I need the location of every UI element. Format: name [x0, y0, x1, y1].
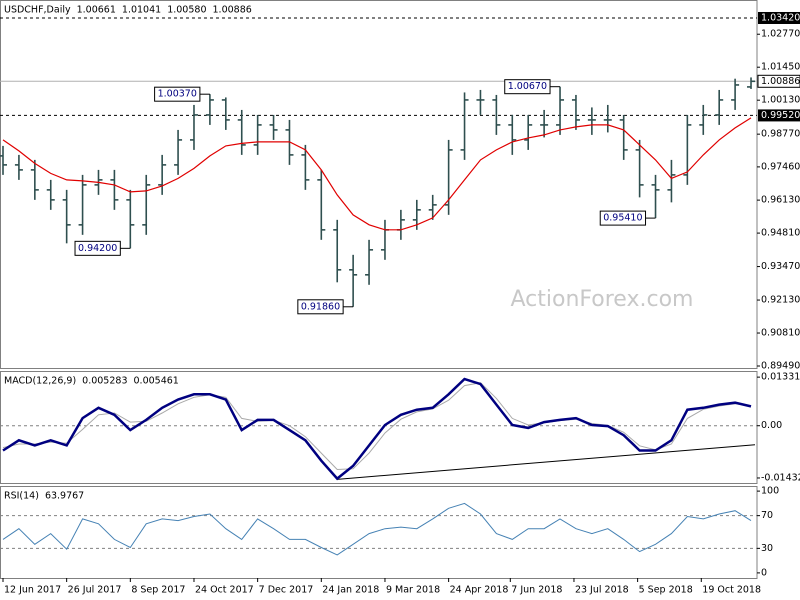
- header-value: 1.01041: [122, 5, 161, 16]
- header-value: 1.00661: [77, 5, 116, 16]
- x-tick-label: 8 Sep 2017: [131, 585, 185, 596]
- y-tick-label: -0.014323: [761, 472, 800, 483]
- header-value: 0.005283: [82, 376, 127, 387]
- panel-title: RSI(14): [4, 491, 39, 502]
- level-label: 1.03420: [761, 12, 800, 23]
- panel-frame: [0, 0, 758, 369]
- last-price-label: 1.00886: [761, 76, 800, 87]
- x-tick-label: 24 Oct 2017: [195, 585, 254, 596]
- y-tick-label: 0.93470: [761, 261, 800, 272]
- y-tick-label: 0.97460: [761, 161, 800, 172]
- last-price-box: [757, 74, 800, 88]
- panel-title: MACD(12,26,9): [4, 376, 76, 387]
- panel-title: USDCHF,Daily: [4, 5, 71, 16]
- y-tick-label: 1.00130: [761, 95, 800, 106]
- x-tick-label: 7 Jun 2018: [511, 585, 562, 596]
- y-tick-label: 100: [761, 486, 779, 497]
- series-line: [2, 382, 752, 471]
- annotation-label: 0.95410: [603, 213, 642, 224]
- x-tick-label: 23 Jul 2018: [575, 585, 629, 596]
- panel-frame: [0, 371, 758, 484]
- series-line: [2, 377, 752, 481]
- x-tick-label: 26 Jul 2017: [68, 585, 122, 596]
- x-tick-label: 24 Jan 2018: [322, 585, 379, 596]
- annotation-label: 0.94200: [78, 243, 117, 254]
- x-tick-label: 19 Oct 2018: [702, 585, 761, 596]
- y-tick-label: 0.89490: [761, 361, 800, 372]
- y-tick-label: 0.92130: [761, 295, 800, 306]
- y-tick-label: 1.02770: [761, 29, 800, 40]
- y-tick-label: 70: [761, 510, 773, 521]
- header-value: 0.005461: [134, 376, 179, 387]
- panel-frame: [0, 486, 758, 579]
- y-tick-label: 30: [761, 543, 773, 554]
- y-tick-label: 0.94810: [761, 228, 800, 239]
- y-tick-label: 0.013319: [761, 372, 800, 383]
- x-tick-label: 24 Apr 2018: [450, 585, 509, 596]
- annotation-label: 1.00370: [158, 89, 197, 100]
- annotation-label: 1.00670: [508, 81, 547, 92]
- x-tick-label: 7 Dec 2017: [259, 585, 314, 596]
- x-tick-label: 5 Sep 2018: [639, 585, 693, 596]
- y-tick-label: 0.98770: [761, 129, 800, 140]
- y-tick-label: 1.01450: [761, 62, 800, 73]
- moving-average: [2, 117, 752, 231]
- watermark: ActionForex.com: [511, 287, 694, 312]
- trendline: [337, 444, 756, 480]
- x-tick-label: 9 Mar 2018: [386, 585, 440, 596]
- x-tick-label: 12 Jun 2017: [4, 585, 61, 596]
- level-label: 0.99520: [761, 110, 800, 121]
- header-value: 1.00886: [213, 5, 252, 16]
- level-box: [758, 109, 800, 122]
- y-tick-label: 0.00: [761, 420, 782, 431]
- y-tick-label: 0.90810: [761, 328, 800, 339]
- level-box: [758, 11, 800, 24]
- header-value: 1.00580: [167, 5, 206, 16]
- y-tick-label: 0: [761, 567, 767, 578]
- annotation-label: 0.91860: [301, 301, 340, 312]
- series-line: [2, 502, 752, 556]
- header-value: 63.9767: [45, 491, 84, 502]
- y-tick-label: 0.96130: [761, 195, 800, 206]
